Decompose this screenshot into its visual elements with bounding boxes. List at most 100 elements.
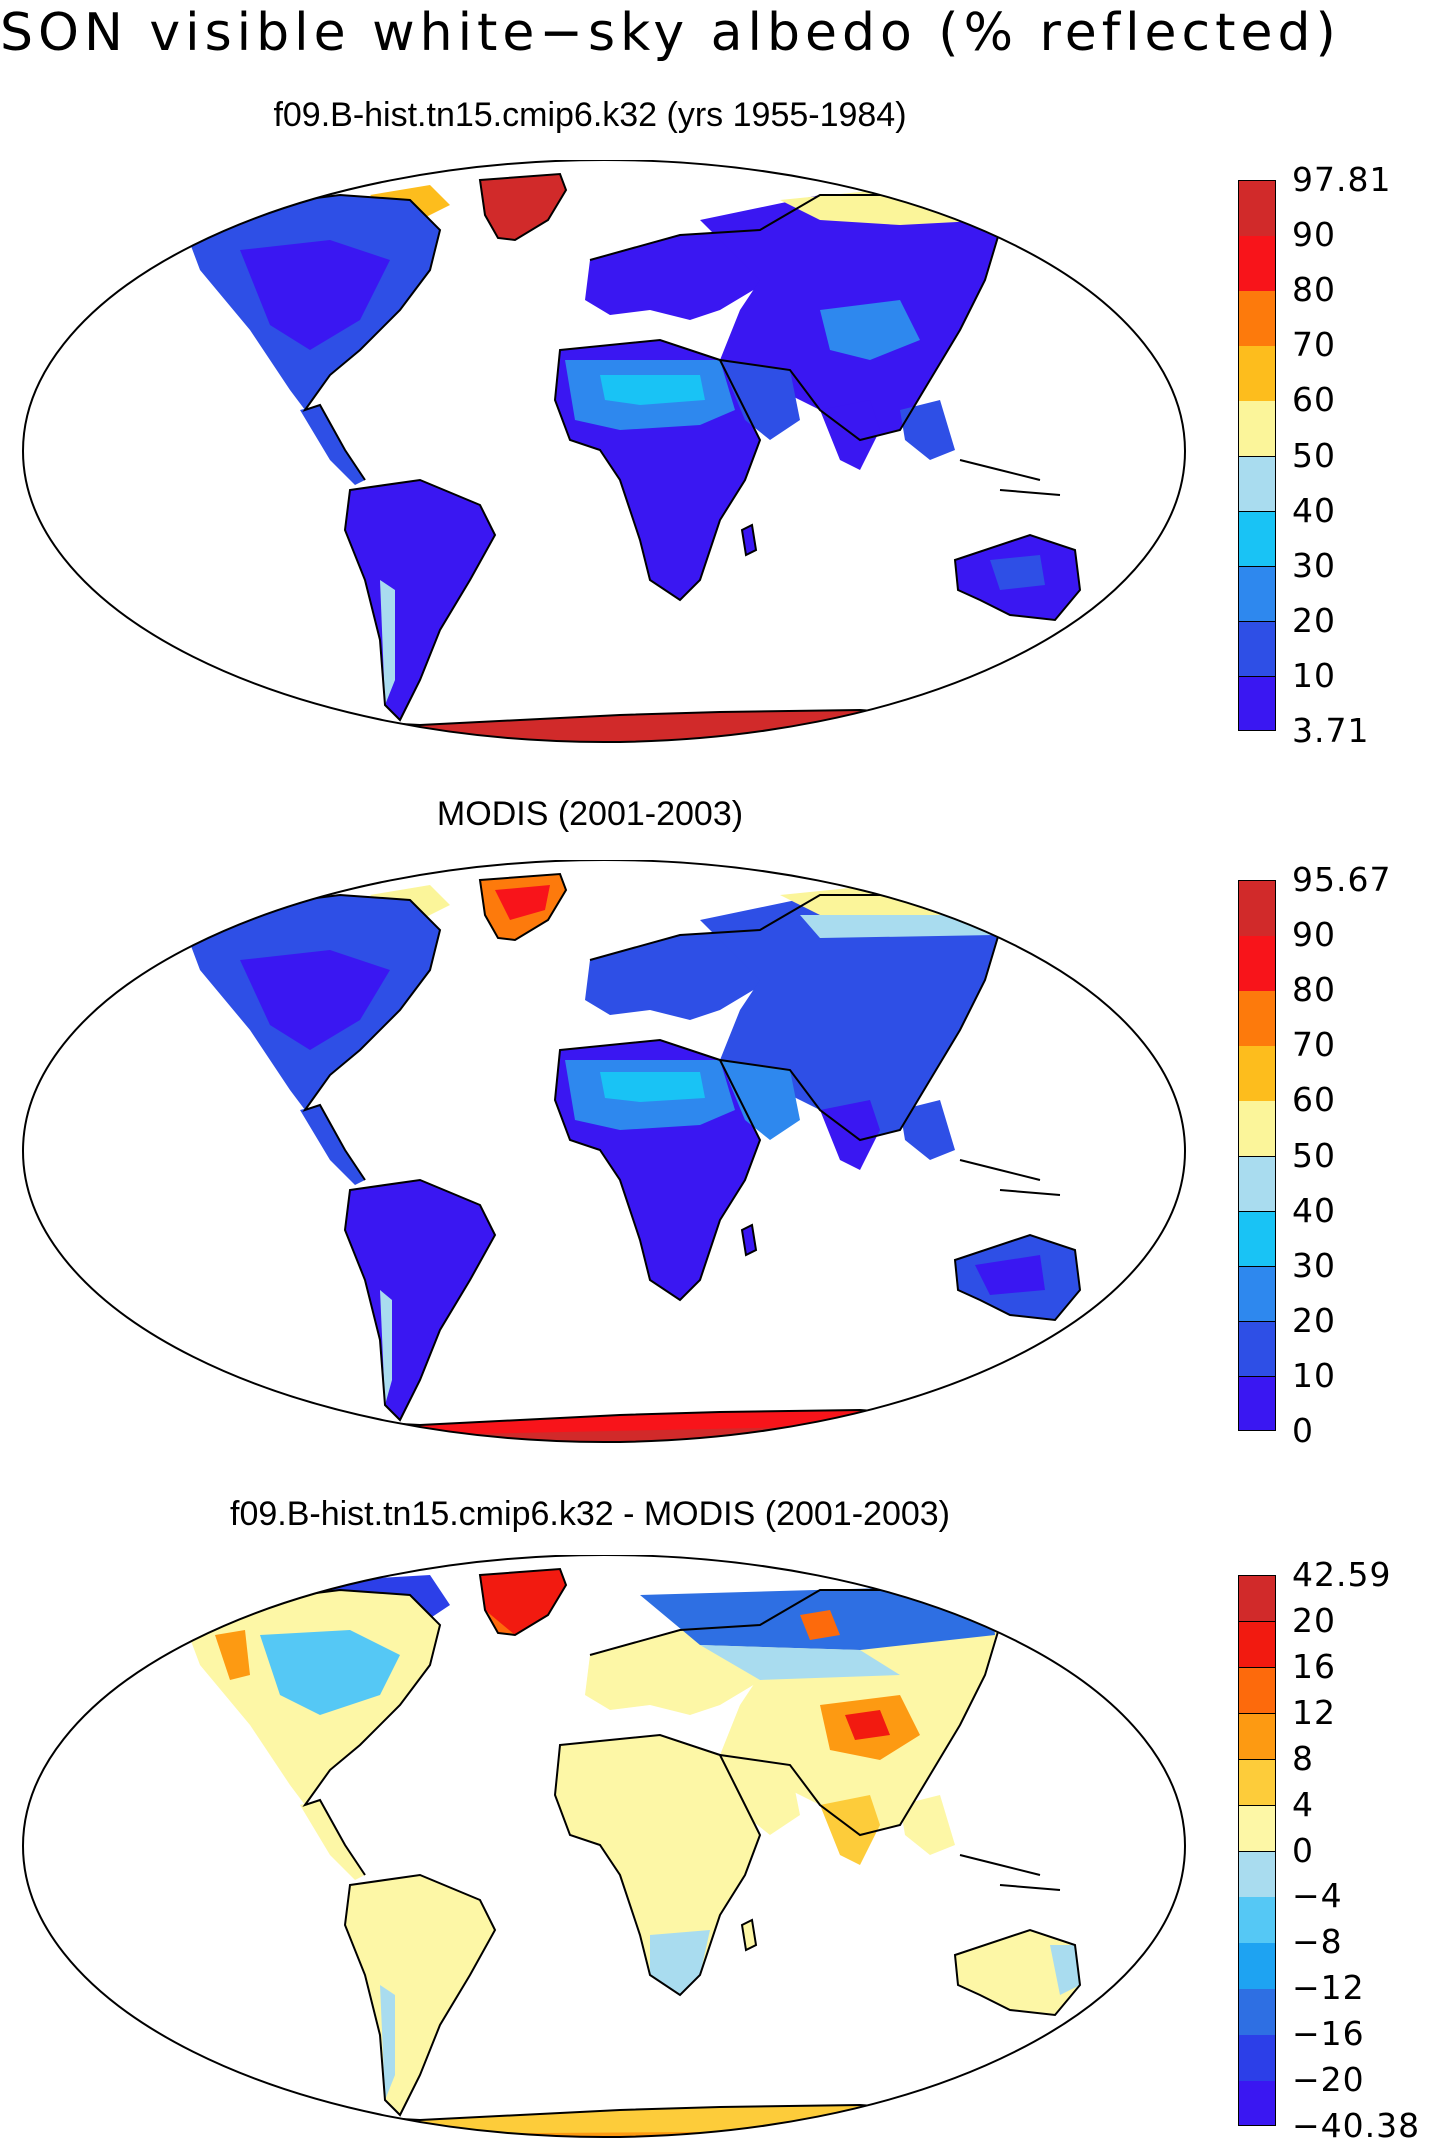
central-america-land xyxy=(300,1105,365,1185)
map-frame xyxy=(22,160,1186,743)
europe-land xyxy=(585,230,770,320)
north-america-west xyxy=(215,1630,250,1680)
colorbar-tick-label: 50 xyxy=(1292,1135,1336,1175)
colorbar-tick-label: 80 xyxy=(1292,970,1336,1010)
andes-strip xyxy=(380,1290,392,1405)
south-america-land xyxy=(345,1875,495,2115)
colorbar-swatch xyxy=(1238,235,1276,291)
map-diff xyxy=(22,1555,1186,2138)
colorbar-swatch xyxy=(1238,1210,1276,1267)
colorbar-swatch xyxy=(1238,935,1276,991)
colorbar-tick-label: 0 xyxy=(1292,1411,1314,1450)
colorbar-tick-label: −20 xyxy=(1292,2060,1365,2100)
colorbar-swatch xyxy=(1238,1712,1276,1760)
tibet-region xyxy=(820,300,920,360)
colorbar-swatch xyxy=(1238,1575,1276,1622)
arabia-land xyxy=(720,360,800,440)
colorbar-swatch xyxy=(1238,180,1276,236)
colorbar-tick-label: 8 xyxy=(1292,1738,1314,1778)
panel-title-diff: f09.B-hist.tn15.cmip6.k32 - MODIS (2001-… xyxy=(230,1495,950,1533)
colorbar-tick-label: 4 xyxy=(1292,1784,1314,1824)
australia-center xyxy=(990,555,1045,590)
colorbar-tick-label: 10 xyxy=(1292,1355,1336,1395)
figure-title: SON visible white−sky albedo (% reflecte… xyxy=(0,3,1341,63)
colorbar-swatch xyxy=(1238,1942,1276,1989)
colorbar-tick-label: −40.38 xyxy=(1292,2106,1421,2145)
antarctica-land xyxy=(240,710,1000,742)
north-america-blue xyxy=(260,1630,400,1715)
india-land xyxy=(820,1100,880,1170)
south-america-land xyxy=(345,1180,495,1420)
map-frame xyxy=(22,1555,1186,2138)
colorbar-swatch xyxy=(1238,345,1276,401)
antarctica-land xyxy=(240,2105,1000,2137)
siberia-hotspot xyxy=(800,1610,840,1640)
colorbar-swatch xyxy=(1238,510,1276,567)
colorbar-tick-label: 60 xyxy=(1292,1080,1336,1120)
colorbar-tick-label: 60 xyxy=(1292,380,1336,420)
colorbar-tick-label: 97.81 xyxy=(1292,160,1392,199)
india-land xyxy=(820,400,880,470)
colorbar-swatch xyxy=(1238,1155,1276,1212)
arabia-land xyxy=(720,1755,800,1835)
colorbar-swatch xyxy=(1238,1375,1276,1432)
south-america-land xyxy=(345,480,495,720)
north-america-inner xyxy=(240,950,390,1050)
colorbar-swatch xyxy=(1238,880,1276,936)
central-america-land xyxy=(300,405,365,485)
colorbar-swatch xyxy=(1238,1666,1276,1714)
colorbar-swatch xyxy=(1238,2034,1276,2081)
sahara-core xyxy=(600,1072,705,1102)
colorbar-tick-label: −12 xyxy=(1292,1968,1365,2008)
colorbar-tick-label: 40 xyxy=(1292,1190,1336,1230)
colorbar-swatch xyxy=(1238,1320,1276,1377)
central-america-land xyxy=(300,1800,365,1880)
colorbar-swatch xyxy=(1238,1620,1276,1668)
siberia-light xyxy=(700,1645,900,1680)
map-model xyxy=(22,160,1186,743)
se-asia-land xyxy=(900,1100,955,1160)
colorbar-swatch xyxy=(1238,1850,1276,1897)
colorbar-swatch xyxy=(1238,1100,1276,1156)
colorbar-tick-label: 90 xyxy=(1292,215,1336,255)
colorbar-swatch xyxy=(1238,1758,1276,1806)
india-land xyxy=(820,1795,880,1865)
se-asia-land xyxy=(900,1795,955,1855)
colorbar-swatch xyxy=(1238,455,1276,512)
greenland-land xyxy=(480,1569,566,1635)
colorbar-tick-label: 20 xyxy=(1292,1300,1336,1340)
colorbar-tick-label: 0 xyxy=(1292,1830,1314,1870)
colorbar-tick-label: 20 xyxy=(1292,600,1336,640)
europe-land xyxy=(585,930,770,1020)
panel-title-model: f09.B-hist.tn15.cmip6.k32 (yrs 1955-1984… xyxy=(273,96,907,134)
panel-title-obs: MODIS (2001-2003) xyxy=(436,795,744,833)
colorbar-swatch xyxy=(1238,1265,1276,1322)
colorbar-tick-label: 50 xyxy=(1292,435,1336,475)
colorbar-swatch xyxy=(1238,565,1276,622)
greenland-edge xyxy=(485,1610,515,1635)
colorbar-swatch xyxy=(1238,1804,1276,1851)
sahara-core xyxy=(600,375,705,405)
colorbar-tick-label: 30 xyxy=(1292,1245,1336,1285)
se-asia-land xyxy=(900,400,955,460)
colorbar-swatch xyxy=(1238,400,1276,456)
australia-land xyxy=(955,1930,1080,2015)
colorbar-tick-label: 80 xyxy=(1292,270,1336,310)
colorbar-tick-label: 16 xyxy=(1292,1646,1336,1686)
colorbar-tick-label: 42.59 xyxy=(1292,1555,1392,1594)
africa-south xyxy=(650,1930,710,1995)
australia-center xyxy=(975,1255,1045,1295)
colorbar-tick-label: 95.67 xyxy=(1292,860,1392,899)
andes-strip xyxy=(380,580,395,705)
colorbar-swatch xyxy=(1238,2080,1276,2127)
map-frame xyxy=(22,860,1186,1443)
siberia-band xyxy=(800,915,995,938)
colorbar-tick-label: 70 xyxy=(1292,325,1336,365)
africa-land xyxy=(555,1735,760,1995)
colorbar-swatch xyxy=(1238,1988,1276,2035)
colorbar-tick-label: 10 xyxy=(1292,655,1336,695)
colorbar-tick-label: 40 xyxy=(1292,490,1336,530)
colorbar-swatch xyxy=(1238,990,1276,1046)
australia-east xyxy=(1050,1945,1080,1995)
tibet-core xyxy=(845,1710,890,1740)
